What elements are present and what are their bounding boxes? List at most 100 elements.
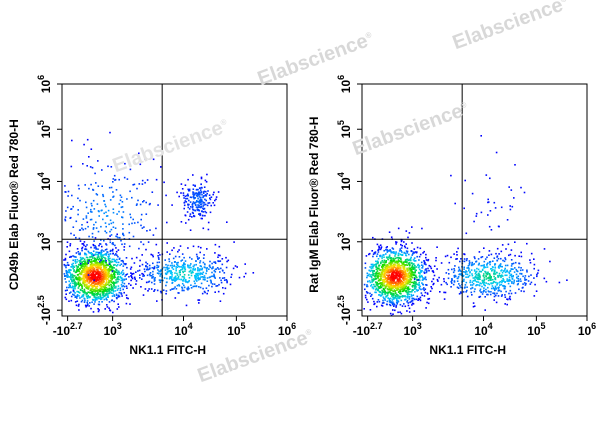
- event-dot: [130, 266, 133, 269]
- event-dot: [490, 253, 493, 256]
- event-dot: [402, 281, 404, 284]
- event-dot: [166, 266, 168, 269]
- event-dot: [195, 194, 198, 197]
- event-dot: [383, 289, 386, 292]
- event-dot: [416, 246, 419, 249]
- event-dot: [65, 253, 67, 256]
- event-dot: [90, 183, 92, 186]
- event-dot: [90, 307, 92, 310]
- event-dot: [79, 260, 82, 263]
- event-dot: [199, 192, 201, 195]
- event-dot: [73, 278, 75, 280]
- event-dot: [500, 295, 503, 297]
- event-dot: [390, 250, 392, 253]
- event-dot: [405, 250, 408, 252]
- event-dot: [411, 289, 414, 291]
- event-dot: [497, 225, 500, 228]
- event-dot: [475, 212, 478, 215]
- event-dot: [92, 228, 95, 230]
- event-dot: [120, 283, 123, 286]
- event-dot: [105, 262, 107, 264]
- event-dot: [504, 269, 506, 271]
- event-dot: [73, 270, 75, 273]
- event-dot: [76, 294, 79, 296]
- event-dot: [196, 272, 199, 275]
- event-dot: [112, 226, 115, 228]
- event-dot: [472, 264, 474, 266]
- event-dot: [118, 203, 121, 205]
- x-axis-label: NK1.1 FITC-H: [429, 343, 506, 357]
- event-dot: [99, 298, 102, 301]
- event-dot: [226, 280, 228, 282]
- event-dot: [372, 265, 375, 267]
- event-dot: [433, 282, 435, 285]
- event-dot: [403, 279, 405, 281]
- event-dot: [397, 281, 399, 283]
- event-dot: [202, 211, 205, 213]
- event-dot: [468, 269, 470, 272]
- event-dot: [188, 199, 190, 202]
- event-dot: [89, 292, 91, 294]
- event-dot: [199, 206, 201, 208]
- y-tick-label: 104: [36, 172, 53, 190]
- event-dot: [450, 256, 452, 259]
- event-dot: [483, 247, 485, 249]
- event-dot: [189, 196, 192, 198]
- event-dot: [513, 279, 516, 282]
- event-dot: [191, 258, 193, 260]
- event-dot: [401, 244, 403, 247]
- event-dot: [490, 268, 493, 270]
- event-dot: [73, 269, 75, 271]
- event-dot: [143, 226, 145, 228]
- event-dot: [436, 278, 439, 281]
- event-dot: [113, 273, 115, 275]
- event-dot: [487, 277, 490, 279]
- event-dot: [459, 260, 461, 263]
- event-dot: [409, 275, 411, 277]
- event-dot: [73, 286, 76, 288]
- event-dot: [386, 288, 389, 290]
- event-dot: [411, 264, 414, 267]
- event-dot: [484, 270, 486, 273]
- x-tick-label: 105: [227, 321, 245, 338]
- event-dot: [493, 293, 496, 295]
- event-dot: [69, 268, 71, 271]
- event-dot: [78, 292, 81, 294]
- event-dot: [219, 271, 221, 273]
- event-dot: [82, 282, 84, 285]
- event-dot: [102, 259, 105, 262]
- event-dot: [77, 277, 79, 279]
- event-dot: [498, 267, 500, 269]
- event-dot: [74, 295, 77, 298]
- event-dot: [83, 301, 86, 303]
- event-dot: [478, 278, 480, 281]
- event-dot: [185, 304, 188, 307]
- event-dot: [70, 256, 72, 258]
- event-dot: [408, 232, 411, 234]
- event-dot: [189, 201, 192, 203]
- event-dot: [111, 258, 114, 261]
- event-dot: [364, 262, 367, 265]
- event-dot: [418, 259, 420, 261]
- event-dot: [115, 285, 117, 288]
- event-dot: [528, 275, 530, 278]
- event-dot: [82, 218, 85, 220]
- event-dot: [105, 266, 108, 269]
- event-dot: [142, 294, 145, 296]
- event-dot: [380, 276, 382, 278]
- event-dot: [157, 256, 160, 259]
- event-dot: [93, 260, 95, 262]
- event-dot: [493, 295, 496, 298]
- event-dot: [199, 278, 201, 280]
- event-dot: [108, 289, 110, 292]
- event-dot: [474, 272, 477, 275]
- event-dot: [481, 285, 483, 288]
- event-dot: [106, 215, 109, 217]
- event-dot: [499, 284, 501, 286]
- event-dot: [85, 272, 87, 275]
- event-dot: [184, 195, 187, 198]
- event-dot: [200, 246, 202, 249]
- event-dot: [200, 203, 202, 206]
- event-dot: [378, 294, 380, 296]
- event-dot: [63, 259, 65, 261]
